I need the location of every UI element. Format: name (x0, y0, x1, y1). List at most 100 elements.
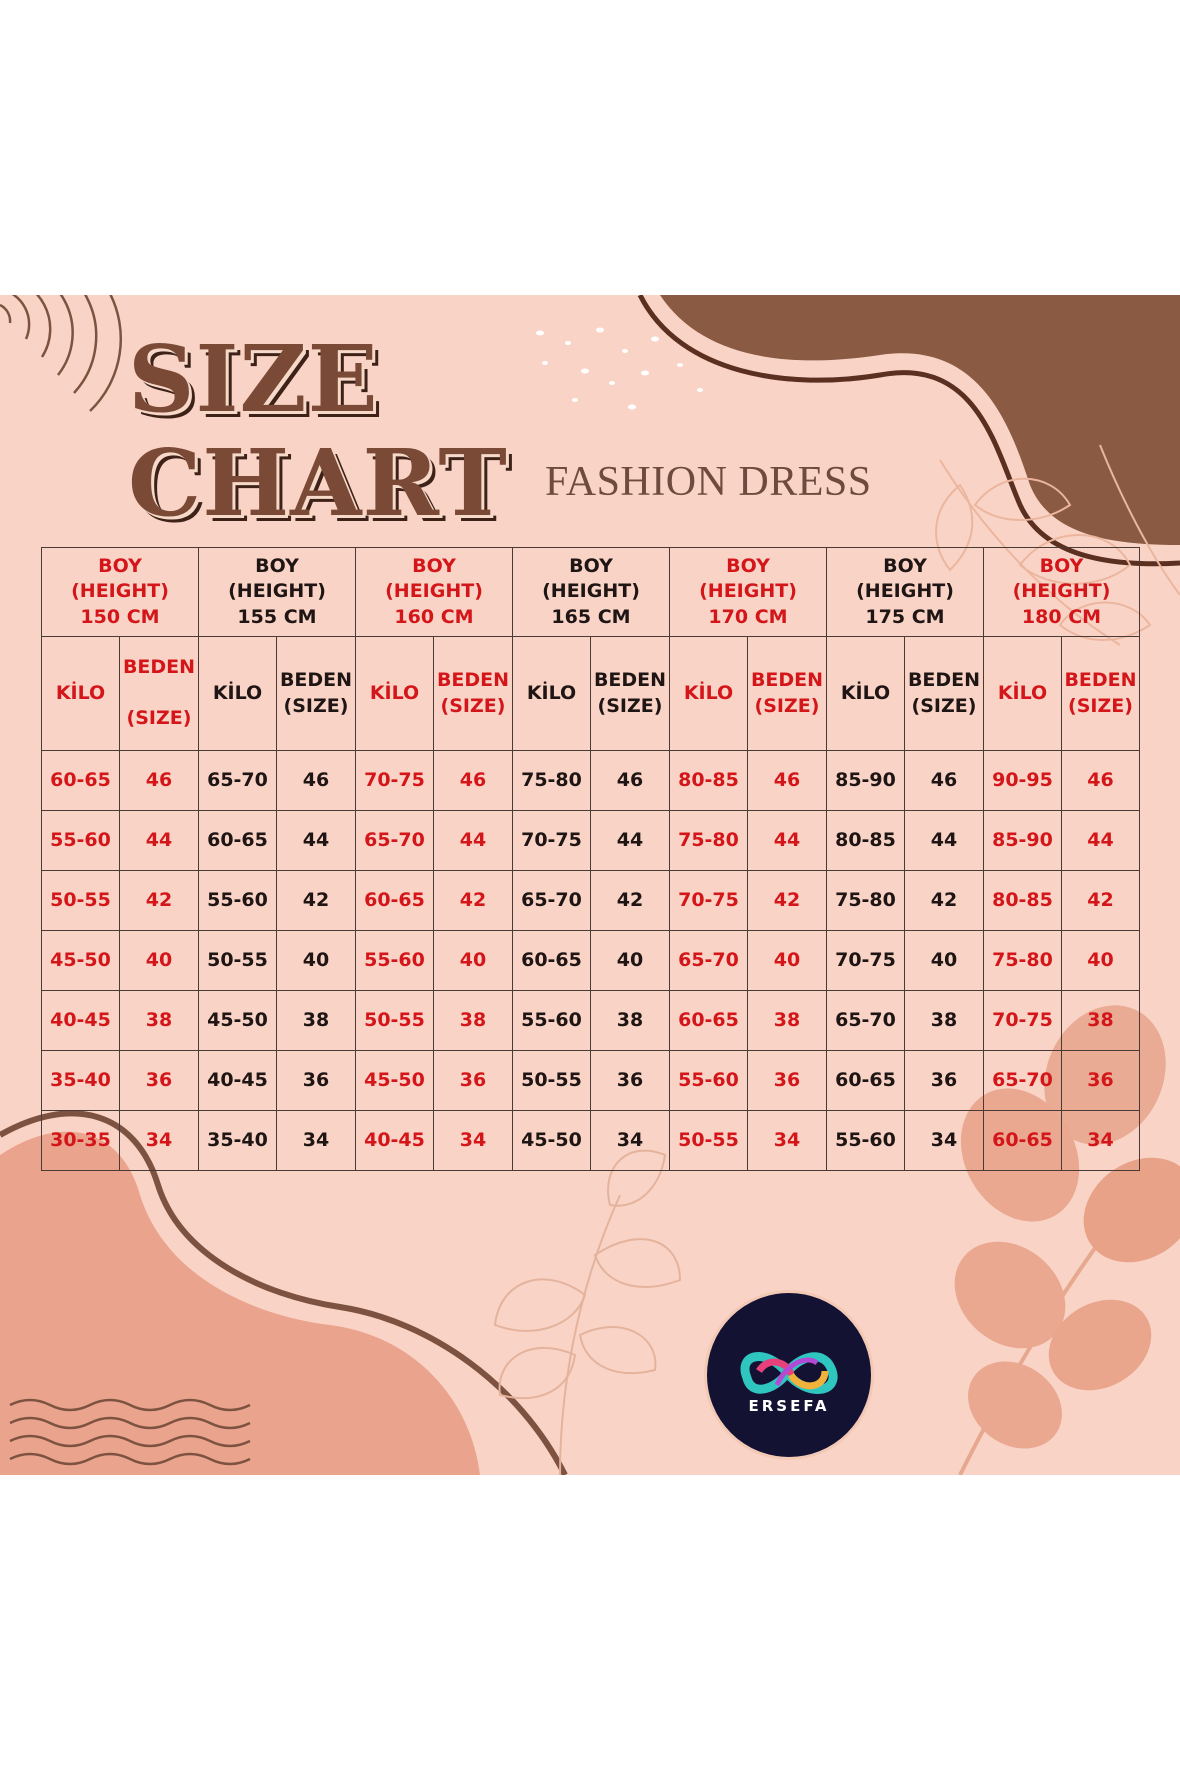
kilo-header: KİLO (198, 636, 277, 751)
kilo-header: KİLO (826, 636, 905, 751)
size-cell: 42 (904, 870, 984, 931)
size-cell: 44 (433, 810, 513, 871)
kilo-cell: 70-75 (983, 990, 1062, 1051)
subtitle: FASHION DRESS (545, 459, 872, 505)
height-group-row: BOY (HEIGHT) 150 CM BOY (HEIGHT) 155 CM BO… (41, 547, 1140, 637)
size-cell: 38 (433, 990, 513, 1051)
kilo-cell: 80-85 (669, 750, 748, 811)
kilo-cell: 50-55 (512, 1050, 591, 1111)
size-cell: 44 (119, 810, 199, 871)
kilo-cell: 55-60 (669, 1050, 748, 1111)
kilo-cell: 45-50 (198, 990, 277, 1051)
kilo-cell: 75-80 (669, 810, 748, 871)
size-cell: 44 (1061, 810, 1140, 871)
infinity-swirl-logo-icon (740, 1352, 838, 1394)
kilo-cell: 65-70 (669, 930, 748, 991)
size-cell: 46 (433, 750, 513, 811)
kilo-cell: 90-95 (983, 750, 1062, 811)
height-group-header: BOY (HEIGHT) 180 CM (983, 547, 1140, 637)
kilo-cell: 75-80 (512, 750, 591, 811)
size-cell: 38 (904, 990, 984, 1051)
kilo-cell: 55-60 (826, 1110, 905, 1171)
peach-blob-shape (0, 1131, 480, 1475)
line-branch-icon (493, 1149, 682, 1475)
beden-header: BEDEN (SIZE) (119, 636, 199, 751)
size-cell: 40 (433, 930, 513, 991)
size-cell: 38 (590, 990, 670, 1051)
kilo-cell: 45-50 (512, 1110, 591, 1171)
size-cell: 44 (276, 810, 356, 871)
kilo-cell: 55-60 (355, 930, 434, 991)
size-cell: 46 (1061, 750, 1140, 811)
size-cell: 44 (904, 810, 984, 871)
concentric-arcs-icon (0, 295, 123, 412)
title-line-2: CHART (128, 429, 508, 537)
size-cell: 44 (747, 810, 827, 871)
kilo-header: KİLO (983, 636, 1062, 751)
table-row: 30-35 34 35-40 34 40-45 34 45-50 34 50-55 34 55-60… (41, 1110, 1140, 1171)
size-cell: 34 (590, 1110, 670, 1171)
table-row: 55-60 44 60-65 44 65-70 44 70-75 44 75-80 44 80-85… (41, 810, 1140, 871)
height-group-header: BOY (HEIGHT) 175 CM (826, 547, 984, 637)
size-cell: 42 (747, 870, 827, 931)
size-cell: 34 (1061, 1110, 1140, 1171)
kilo-cell: 60-65 (355, 870, 434, 931)
size-cell: 36 (119, 1050, 199, 1111)
kilo-cell: 75-80 (826, 870, 905, 931)
kilo-cell: 85-90 (983, 810, 1062, 871)
size-cell: 42 (433, 870, 513, 931)
height-group-header: BOY (HEIGHT) 170 CM (669, 547, 827, 637)
kilo-cell: 65-70 (355, 810, 434, 871)
size-cell: 42 (1061, 870, 1140, 931)
kilo-cell: 65-70 (826, 990, 905, 1051)
size-cell: 42 (276, 870, 356, 931)
kilo-header: KİLO (669, 636, 748, 751)
height-group-header: BOY (HEIGHT) 165 CM (512, 547, 670, 637)
beden-header: BEDEN (SIZE) (276, 636, 356, 751)
height-group-header: BOY (HEIGHT) 160 CM (355, 547, 513, 637)
kilo-cell: 60-65 (198, 810, 277, 871)
kilo-cell: 60-65 (669, 990, 748, 1051)
size-cell: 46 (590, 750, 670, 811)
kilo-cell: 75-80 (983, 930, 1062, 991)
size-cell: 46 (276, 750, 356, 811)
kilo-cell: 60-65 (983, 1110, 1062, 1171)
table-row: 35-40 36 40-45 36 45-50 36 50-55 36 55-60 36 60-65… (41, 1050, 1140, 1111)
table-row: 60-65 46 65-70 46 70-75 46 75-80 46 80-85 46 85-90… (41, 750, 1140, 811)
kilo-cell: 55-60 (512, 990, 591, 1051)
table-row: 50-55 42 55-60 42 60-65 42 65-70 42 70-75 42 75-80… (41, 870, 1140, 931)
wave-lines-icon (9, 1398, 251, 1466)
size-cell: 42 (590, 870, 670, 931)
size-cell: 36 (904, 1050, 984, 1111)
size-cell: 46 (119, 750, 199, 811)
size-cell: 36 (276, 1050, 356, 1111)
beden-header: BEDEN (SIZE) (747, 636, 827, 751)
height-group-header: BOY (HEIGHT) 150 CM (41, 547, 199, 637)
kilo-cell: 40-45 (355, 1110, 434, 1171)
kilo-cell: 70-75 (669, 870, 748, 931)
kilo-header: KİLO (512, 636, 591, 751)
kilo-cell: 50-55 (41, 870, 120, 931)
size-cell: 36 (433, 1050, 513, 1111)
kilo-cell: 80-85 (983, 870, 1062, 931)
size-cell: 38 (276, 990, 356, 1051)
kilo-cell: 50-55 (355, 990, 434, 1051)
kilo-header: KİLO (41, 636, 120, 751)
beden-header: BEDEN (SIZE) (590, 636, 670, 751)
kilo-cell: 65-70 (512, 870, 591, 931)
size-cell: 42 (119, 870, 199, 931)
size-cell: 40 (1061, 930, 1140, 991)
kilo-header: KİLO (355, 636, 434, 751)
size-cell: 34 (119, 1110, 199, 1171)
kilo-cell: 60-65 (826, 1050, 905, 1111)
size-cell: 34 (433, 1110, 513, 1171)
kilo-cell: 35-40 (41, 1050, 120, 1111)
ersefa-logo: ERSEFA (704, 1290, 874, 1460)
kilo-cell: 65-70 (198, 750, 277, 811)
logo-text: ERSEFA (748, 1397, 830, 1415)
confetti-dots (536, 327, 703, 410)
size-cell: 34 (747, 1110, 827, 1171)
kilo-cell: 50-55 (669, 1110, 748, 1171)
size-cell: 40 (747, 930, 827, 991)
column-subheader-row: KİLO BEDEN (SIZE) KİLO BEDEN (SIZE) KİLO BEDE… (41, 636, 1140, 751)
